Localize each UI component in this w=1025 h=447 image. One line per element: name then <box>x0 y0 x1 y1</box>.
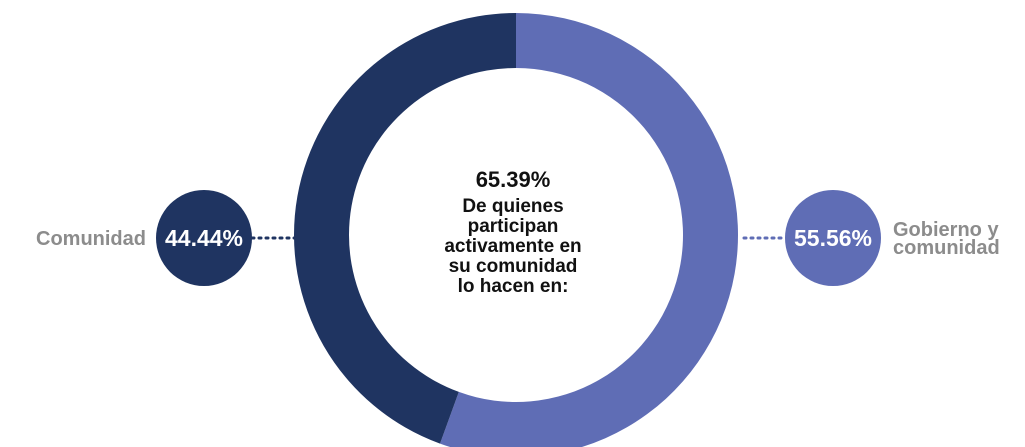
data-label: 44.44% <box>165 225 243 251</box>
donut-slice <box>440 13 738 447</box>
center-annotation: 65.39% De quienes participan activamente… <box>413 167 613 297</box>
value-bubble <box>156 190 252 286</box>
center-line: De quienes <box>462 196 564 217</box>
slice-label: Comunidad <box>36 228 146 250</box>
center-percentage: 65.39% <box>475 167 551 192</box>
center-line: su comunidad <box>448 256 578 277</box>
donut-slice <box>294 13 516 444</box>
center-line: participan <box>467 216 559 237</box>
slice-label-line: comunidad <box>893 237 1000 259</box>
center-line: lo hacen en: <box>457 276 569 297</box>
center-description: De quienes participan activamente en su … <box>413 197 613 297</box>
slice-label-line: Gobierno y <box>893 219 999 241</box>
slice-label: Gobierno y comunidad <box>893 219 1000 259</box>
data-label: 55.56% <box>794 225 872 251</box>
slice-label-line: Comunidad <box>36 228 146 250</box>
value-bubble <box>785 190 881 286</box>
center-line: activamente en <box>444 236 582 257</box>
